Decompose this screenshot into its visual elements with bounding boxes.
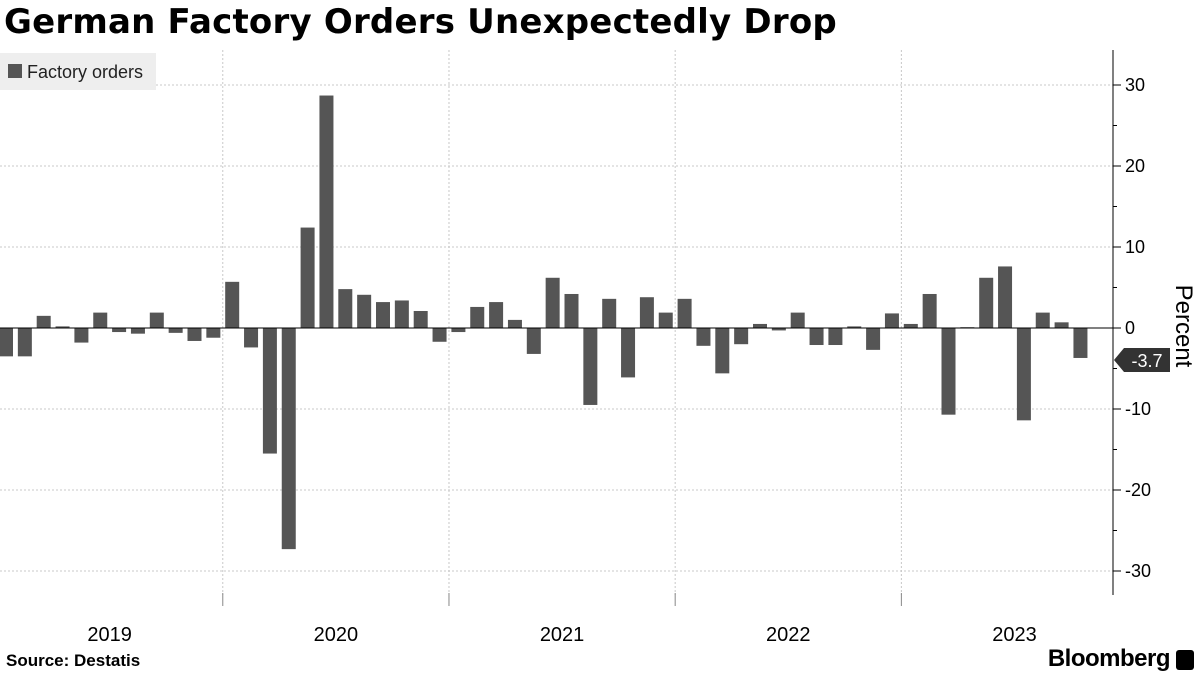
bar [55,326,70,328]
bar [771,328,786,331]
y-tick-label: -30 [1125,561,1151,581]
y-tick-label: 0 [1125,318,1135,338]
bar [998,266,1013,328]
y-axis-title: Percent [1170,285,1197,368]
bar [244,328,259,348]
bar [338,289,353,328]
bar [564,293,579,328]
bar [0,328,13,357]
x-tick-label: 2022 [766,624,811,646]
bar [112,328,127,333]
x-tick-label: 2019 [87,624,132,646]
bar [583,328,598,405]
x-tick-label: 2021 [540,624,585,646]
bar [206,328,221,338]
chart-title: German Factory Orders Unexpectedly Drop [4,2,837,42]
bar [1016,328,1031,421]
x-tick-label: 2020 [314,624,359,646]
bloomberg-logo: Bloomberg [1047,645,1171,672]
bar [262,328,277,454]
bar [489,302,504,328]
bar [1035,312,1050,328]
bar [696,328,711,346]
bar [677,298,692,328]
bar [941,328,956,415]
bar [753,323,767,328]
bar [432,328,447,342]
y-axis: 30 20 10 0 -10 -20 -30 [1112,50,1151,595]
bar [979,277,994,328]
bar [394,300,409,328]
bar [847,326,862,328]
bar [621,328,636,378]
x-axis-labels: 2019 2020 2021 2022 2023 [87,624,1036,646]
bar [790,312,805,328]
bar [187,328,202,341]
bar [828,328,843,346]
legend-box [0,53,156,90]
bar [658,312,673,328]
bar [734,328,749,345]
bar [507,319,522,328]
bar [602,298,617,328]
source-note: Source: Destatis [6,651,141,670]
bar [149,312,164,328]
last-value-callout: -3.7 [1114,348,1170,372]
bar [884,313,899,328]
bloomberg-chart-icon [1176,650,1194,670]
legend-swatch [8,64,22,78]
bar [451,328,466,333]
bar [470,306,485,328]
bar [1054,322,1069,328]
bar [93,312,108,328]
bar [36,315,51,328]
bar [17,328,32,357]
bar [168,328,183,333]
bar [130,328,145,334]
bar [74,328,89,343]
y-tick-label: -20 [1125,480,1151,500]
bar [545,277,560,328]
bar [922,293,937,328]
legend: Factory orders [0,53,156,90]
x-tick-label: 2023 [992,624,1037,646]
bar [281,328,296,550]
bar [639,297,654,328]
bar [903,323,918,328]
bar [225,281,240,328]
bar [319,95,334,328]
bar [715,328,730,374]
last-value-label: -3.7 [1131,351,1162,371]
bar [300,227,315,328]
bar [413,310,428,328]
legend-label: Factory orders [27,62,143,82]
y-tick-label: -10 [1125,399,1151,419]
y-tick-label: 10 [1125,237,1145,257]
bar [809,328,824,346]
last-value-marker [1114,348,1170,372]
y-tick-label: 20 [1125,156,1145,176]
bars [0,95,1113,550]
y-tick-label: 30 [1125,75,1145,95]
bar [526,328,541,354]
bar [1073,328,1088,358]
bar [376,302,390,328]
bar [357,294,372,328]
bar [866,328,881,350]
